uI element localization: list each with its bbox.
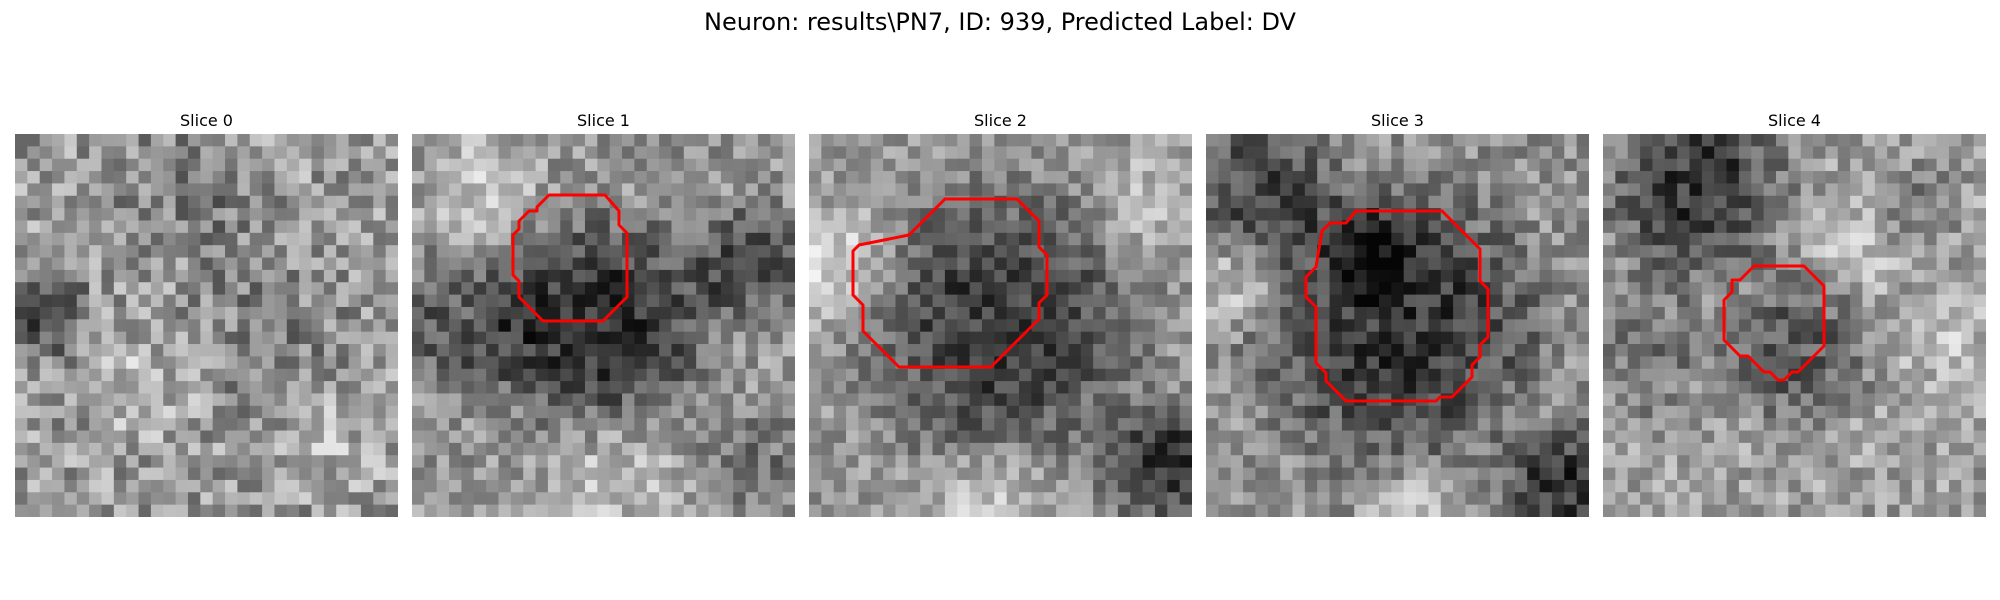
slice-image-1: [412, 134, 795, 517]
slice-title-2: Slice 2: [974, 111, 1027, 130]
slice-panel-4: Slice 4: [1603, 108, 1986, 517]
slice-panel-1: Slice 1: [412, 108, 795, 517]
neuron-outline-3: [1304, 209, 1490, 403]
slice-panel-2: Slice 2: [809, 108, 1192, 517]
figure-title: Neuron: results\PN7, ID: 939, Predicted …: [704, 8, 1296, 36]
neuron-outline-4: [1722, 264, 1826, 382]
slice-title-4: Slice 4: [1768, 111, 1821, 130]
neuron-outline-2: [851, 197, 1049, 369]
slice-image-0: [15, 134, 398, 517]
slice-panel-3: Slice 3: [1206, 108, 1589, 517]
slice-image-4: [1603, 134, 1986, 517]
slice-image-3: [1206, 134, 1589, 517]
slice-panel-0: Slice 0: [15, 108, 398, 517]
neuron-outline-1: [511, 193, 629, 323]
slice-title-1: Slice 1: [577, 111, 630, 130]
slice-title-0: Slice 0: [180, 111, 233, 130]
slice-title-3: Slice 3: [1371, 111, 1424, 130]
slice-image-2: [809, 134, 1192, 517]
